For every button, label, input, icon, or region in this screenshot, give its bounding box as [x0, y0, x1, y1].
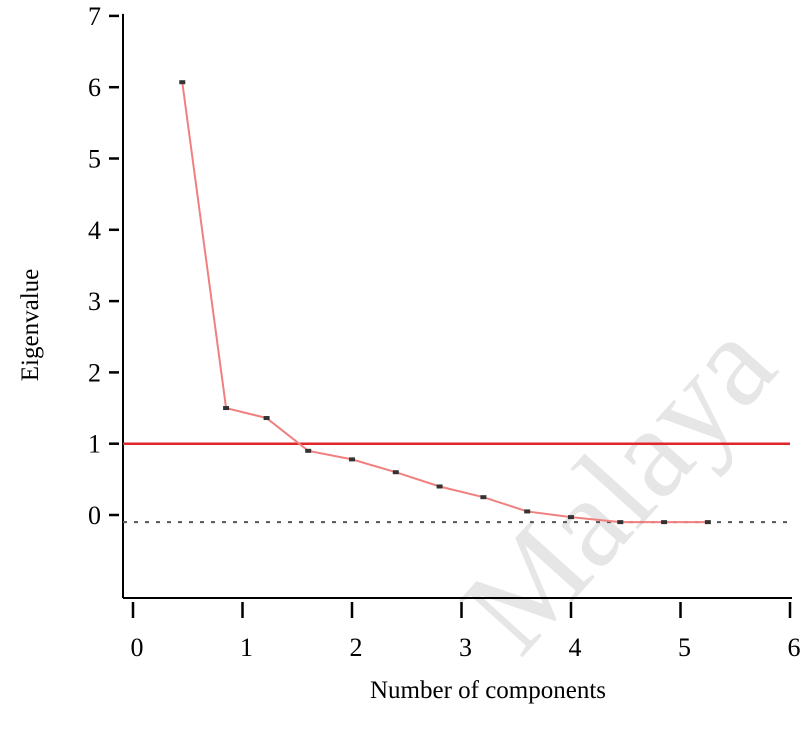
- data-point: [179, 80, 186, 85]
- tick-labels: 0 1 2 3 4 5 6 7 0 1 2 3 4 5 6: [88, 2, 801, 662]
- reference-lines: [123, 442, 790, 524]
- y-axis-title: Eigenvalue: [17, 269, 44, 381]
- x-axis-title: Number of components: [370, 677, 606, 704]
- data-point: [480, 495, 487, 500]
- x-tick-label: 5: [678, 633, 691, 662]
- y-tick-label: 6: [88, 73, 101, 102]
- data-point: [392, 470, 399, 475]
- y-tick-label: 1: [88, 430, 101, 459]
- y-tick-label: 5: [88, 145, 101, 174]
- x-tick-label: 0: [131, 633, 144, 662]
- y-tick-label: 7: [88, 2, 101, 31]
- x-tick-label: 1: [240, 633, 253, 662]
- data-point: [436, 484, 443, 489]
- data-point: [263, 416, 270, 421]
- y-tick-label: 0: [88, 501, 101, 530]
- data-point: [223, 406, 230, 411]
- y-tick-label: 3: [88, 287, 101, 316]
- x-tick-label: 2: [350, 633, 363, 662]
- y-tick-label: 4: [88, 216, 101, 245]
- data-point: [524, 509, 531, 514]
- data-point: [568, 515, 574, 520]
- data-point: [349, 457, 355, 462]
- y-tick-label: 2: [88, 358, 101, 387]
- x-tick-label: 4: [569, 633, 582, 662]
- x-tick-label: 6: [788, 633, 801, 662]
- x-tick-label: 3: [459, 633, 472, 662]
- data-point: [617, 520, 624, 525]
- data-point: [704, 520, 711, 525]
- data-point: [305, 448, 312, 453]
- series: [179, 80, 711, 525]
- watermark: Malaya: [435, 293, 803, 679]
- data-point: [661, 520, 668, 525]
- axes: [109, 13, 792, 618]
